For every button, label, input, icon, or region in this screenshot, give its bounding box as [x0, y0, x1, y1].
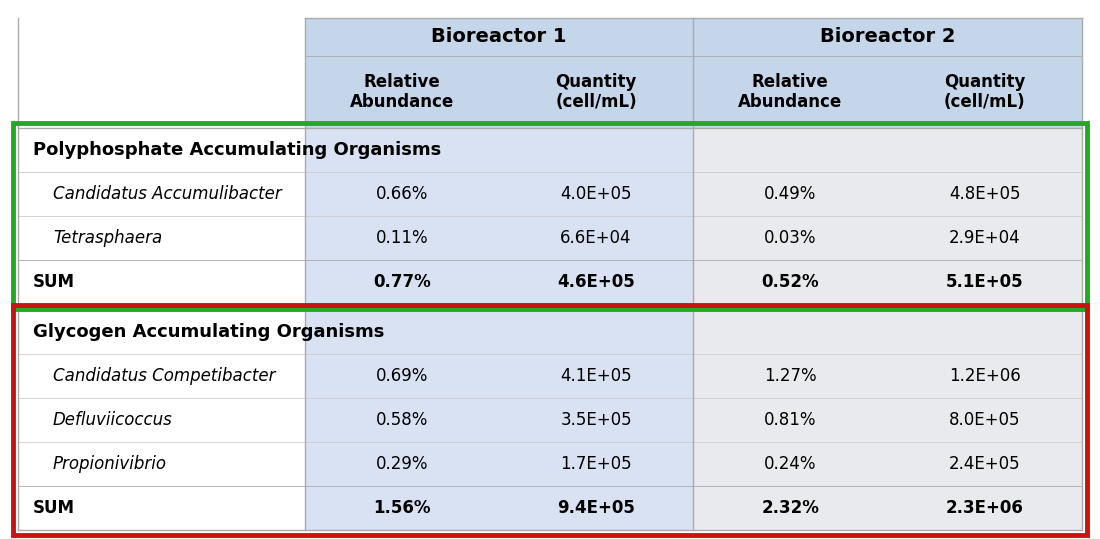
Text: 0.81%: 0.81%: [764, 411, 816, 429]
Text: Candidatus Accumulibacter: Candidatus Accumulibacter: [53, 185, 282, 203]
Text: Propionivibrio: Propionivibrio: [53, 455, 167, 473]
Bar: [305, 128, 693, 304]
Text: 0.52%: 0.52%: [761, 273, 820, 291]
Text: 5.1E+05: 5.1E+05: [946, 273, 1024, 291]
Text: 1.27%: 1.27%: [763, 367, 816, 385]
Bar: [18, 310, 305, 530]
Text: 2.9E+04: 2.9E+04: [949, 229, 1021, 247]
Text: 8.0E+05: 8.0E+05: [949, 411, 1021, 429]
Text: 0.58%: 0.58%: [376, 411, 428, 429]
Text: SUM: SUM: [33, 499, 75, 517]
Text: Quantity
(cell/mL): Quantity (cell/mL): [556, 73, 637, 112]
Text: 4.8E+05: 4.8E+05: [949, 185, 1021, 203]
Bar: [693, 128, 1082, 304]
Text: 2.32%: 2.32%: [761, 499, 820, 517]
Text: 4.0E+05: 4.0E+05: [560, 185, 631, 203]
Bar: [13, 123, 1087, 309]
Text: 0.49%: 0.49%: [764, 185, 816, 203]
Text: Polyphosphate Accumulating Organisms: Polyphosphate Accumulating Organisms: [33, 141, 441, 159]
Text: SUM: SUM: [33, 273, 75, 291]
Text: Relative
Abundance: Relative Abundance: [738, 73, 843, 112]
Text: 4.6E+05: 4.6E+05: [557, 273, 635, 291]
Text: 0.03%: 0.03%: [764, 229, 816, 247]
Text: Quantity
(cell/mL): Quantity (cell/mL): [944, 73, 1025, 112]
Text: 0.29%: 0.29%: [376, 455, 428, 473]
Bar: [13, 305, 1087, 535]
Text: 2.3E+06: 2.3E+06: [946, 499, 1024, 517]
Text: Bioreactor 2: Bioreactor 2: [820, 27, 955, 46]
Text: 2.4E+05: 2.4E+05: [949, 455, 1021, 473]
Text: Candidatus Competibacter: Candidatus Competibacter: [53, 367, 275, 385]
Text: 3.5E+05: 3.5E+05: [560, 411, 631, 429]
Text: 0.66%: 0.66%: [376, 185, 428, 203]
Text: 0.77%: 0.77%: [373, 273, 431, 291]
Bar: [305, 310, 693, 530]
Text: Bioreactor 1: Bioreactor 1: [431, 27, 566, 46]
Bar: [305, 18, 1082, 128]
Text: Relative
Abundance: Relative Abundance: [350, 73, 454, 112]
Text: 4.1E+05: 4.1E+05: [560, 367, 631, 385]
Bar: [18, 128, 305, 304]
Text: 9.4E+05: 9.4E+05: [557, 499, 635, 517]
Text: 0.69%: 0.69%: [376, 367, 428, 385]
Text: 0.11%: 0.11%: [376, 229, 428, 247]
Bar: [693, 310, 1082, 530]
Text: Glycogen Accumulating Organisms: Glycogen Accumulating Organisms: [33, 323, 384, 341]
Text: 1.2E+06: 1.2E+06: [949, 367, 1021, 385]
Text: Tetrasphaera: Tetrasphaera: [53, 229, 163, 247]
Text: 0.24%: 0.24%: [764, 455, 816, 473]
Text: 6.6E+04: 6.6E+04: [560, 229, 631, 247]
Text: 1.56%: 1.56%: [373, 499, 431, 517]
Text: Defluviicoccus: Defluviicoccus: [53, 411, 173, 429]
Text: 1.7E+05: 1.7E+05: [560, 455, 631, 473]
